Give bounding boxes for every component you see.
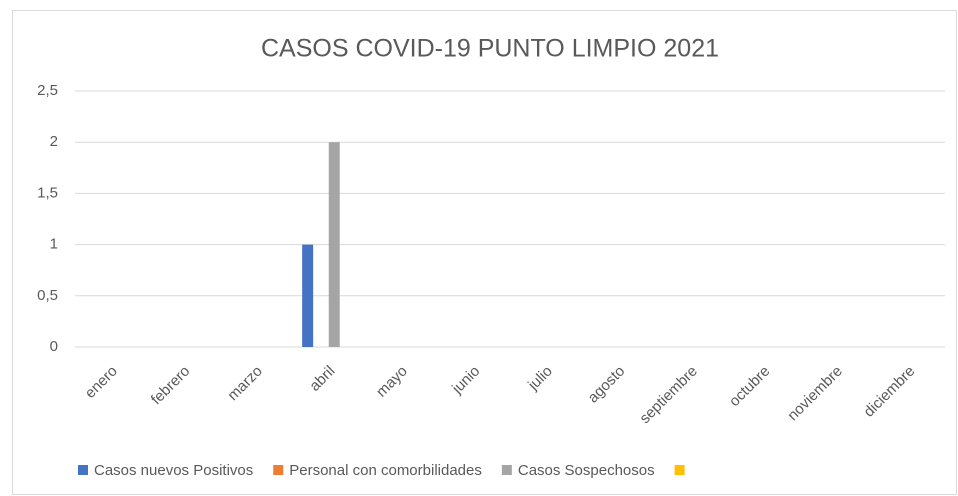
bar [302, 244, 314, 347]
y-tick-label: 2 [50, 133, 58, 150]
y-tick-label: 0 [50, 338, 58, 355]
legend-label: Personal con comorbilidades [289, 462, 482, 479]
bar [328, 142, 340, 347]
legend-label: Casos nuevos Positivos [94, 462, 253, 479]
legend-swatch [501, 465, 512, 475]
legend-swatch [674, 465, 685, 475]
y-tick-label: 1 [50, 236, 58, 253]
y-tick-label: 2,5 [37, 82, 58, 99]
chart-border [12, 10, 957, 495]
y-tick-label: 0,5 [37, 287, 58, 304]
legend-swatch [78, 465, 88, 475]
legend-label: Casos Sospechosos [518, 462, 655, 479]
y-tick-label: 1,5 [37, 184, 58, 201]
chart-title: CASOS COVID-19 PUNTO LIMPIO 2021 [261, 35, 719, 63]
legend-swatch [273, 465, 284, 475]
